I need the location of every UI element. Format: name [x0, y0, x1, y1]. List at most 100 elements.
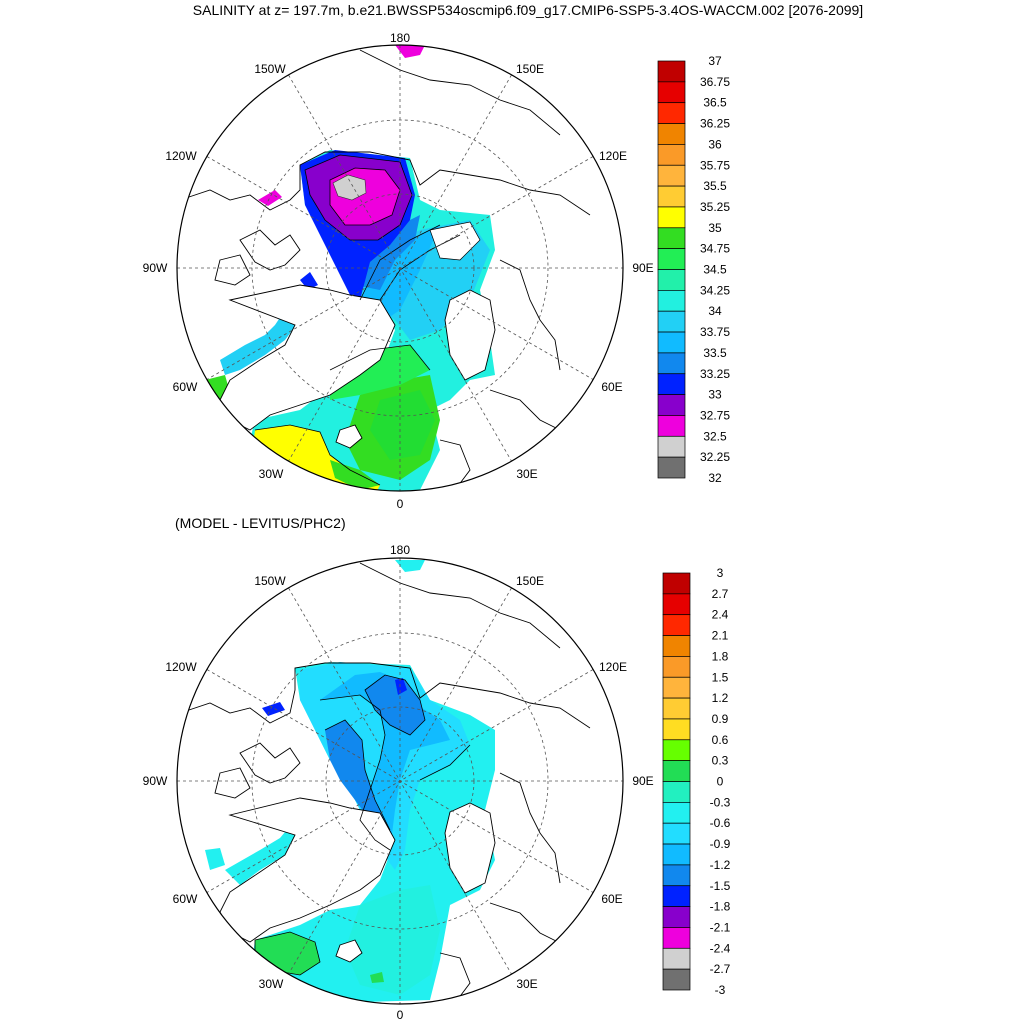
difference-colorbar-swatch	[662, 718, 691, 741]
salinity-colorbar-label: 36.5	[703, 96, 727, 110]
svg-text:90E: 90E	[632, 261, 653, 275]
difference-colorbar-swatch	[662, 885, 691, 907]
salinity-colorbar-label: 32.25	[700, 450, 730, 464]
difference-colorbar-label: 1.8	[712, 649, 729, 663]
salinity-colorbar-swatch	[657, 227, 686, 250]
difference-title: (MODEL - LEVITUS/PHC2)	[175, 515, 346, 531]
difference-colorbar-label: -2.1	[710, 920, 731, 934]
salinity-colorbar-label: 33	[708, 388, 722, 402]
salinity-colorbar-label: 35.75	[700, 158, 730, 172]
difference-colorbar-label: -1.8	[710, 900, 731, 914]
salinity-colorbar-swatch	[657, 394, 686, 416]
svg-text:90W: 90W	[143, 774, 168, 788]
svg-text:150W: 150W	[254, 574, 286, 588]
difference-colorbar-label: 2.7	[712, 587, 729, 601]
difference-colorbar-swatch	[662, 906, 691, 928]
svg-text:120E: 120E	[599, 149, 627, 163]
difference-colorbar-label: 0.9	[712, 712, 729, 726]
salinity-colorbar-swatch	[657, 373, 686, 395]
salinity-colorbar-label: 32.5	[703, 429, 727, 443]
salinity-colorbar-label: 33.75	[700, 325, 730, 339]
difference-colorbar-label: 0.3	[712, 754, 729, 768]
salinity-colorbar-label: 33.5	[703, 346, 727, 360]
svg-text:150E: 150E	[516, 62, 544, 76]
difference-colorbar-swatch	[662, 801, 691, 824]
salinity-colorbar-swatch	[657, 206, 686, 229]
svg-text:120E: 120E	[599, 660, 627, 674]
difference-longitude-labels: 180 0 150W 150E 120W 120E 90W 90E 60W 60…	[143, 543, 654, 1022]
salinity-colorbar-swatch	[657, 456, 686, 479]
difference-graticule	[177, 558, 623, 1004]
salinity-colorbar-label: 35.5	[703, 179, 727, 193]
salinity-colorbar-swatch	[657, 290, 686, 312]
difference-colorbar-swatch	[662, 572, 691, 595]
difference-colorbar-swatch	[662, 697, 691, 720]
svg-text:120W: 120W	[165, 660, 197, 674]
salinity-colorbar-swatch	[657, 123, 686, 145]
salinity-colorbar-swatch	[657, 185, 686, 208]
salinity-colorbar-label: 32	[708, 471, 722, 485]
difference-colorbar-swatch	[662, 822, 691, 845]
svg-text:0: 0	[397, 1008, 404, 1022]
svg-text:60W: 60W	[173, 380, 198, 394]
svg-text:120W: 120W	[165, 149, 197, 163]
svg-text:30W: 30W	[259, 977, 284, 991]
salinity-coastlines	[179, 49, 591, 491]
difference-colorbar-label: 1.2	[712, 691, 729, 705]
difference-colorbar-swatch	[662, 968, 691, 991]
svg-text:30E: 30E	[516, 977, 537, 991]
difference-colorbar-label: 0.6	[712, 733, 729, 747]
main-title: SALINITY at z= 197.7m, b.e21.BWSSP534osc…	[193, 2, 863, 18]
difference-colorbar-label: 0	[717, 775, 724, 789]
difference-field	[205, 560, 496, 1004]
salinity-colorbar-swatch	[657, 248, 686, 270]
salinity-contours	[254, 154, 461, 486]
svg-text:30E: 30E	[516, 467, 537, 481]
difference-colorbar-label: -2.7	[710, 962, 731, 976]
difference-colorbar: 3 2.7 2.4 2.1 1.8 1.5 1.2 0.9 0.6 0.3 0 -0.3 -0.6 -0.…	[662, 566, 731, 997]
svg-text:0: 0	[397, 497, 404, 511]
svg-text:60E: 60E	[601, 892, 622, 906]
salinity-colorbar-swatch	[657, 102, 686, 124]
salinity-colorbar-swatch	[657, 435, 686, 458]
svg-text:60W: 60W	[173, 892, 198, 906]
svg-text:180: 180	[390, 31, 410, 45]
salinity-colorbar-swatch	[657, 164, 686, 187]
svg-text:180: 180	[390, 543, 410, 557]
salinity-colorbar-label: 36.25	[700, 117, 730, 131]
svg-text:90E: 90E	[632, 774, 653, 788]
difference-colorbar-swatch	[662, 635, 691, 657]
salinity-longitude-labels: 180 0 150W 150E 120W 120E 90W 90E 60W 60…	[143, 31, 654, 511]
svg-text:90W: 90W	[143, 261, 168, 275]
difference-colorbar-label: -1.5	[710, 879, 731, 893]
salinity-colorbar-label: 33.25	[700, 367, 730, 381]
salinity-colorbar-swatch	[657, 352, 686, 375]
difference-colorbar-label: -1.2	[710, 858, 731, 872]
salinity-colorbar-swatch	[657, 60, 686, 83]
salinity-colorbar-label: 35.25	[700, 200, 730, 214]
svg-text:30W: 30W	[259, 467, 284, 481]
salinity-colorbar-label: 35	[708, 221, 722, 235]
difference-colorbar-label: 2.4	[712, 608, 729, 622]
salinity-colorbar-label: 37	[708, 54, 722, 68]
salinity-colorbar-label: 36	[708, 137, 722, 151]
difference-colorbar-swatch	[662, 614, 691, 636]
difference-colorbar-swatch	[662, 593, 691, 616]
difference-colorbar-label: 2.1	[712, 629, 729, 643]
difference-colorbar-swatch	[662, 760, 691, 782]
salinity-map: 180 0 150W 150E 120W 120E 90W 90E 60W 60…	[143, 31, 654, 511]
salinity-colorbar-label: 34.75	[700, 242, 730, 256]
difference-colorbar-swatch	[662, 927, 691, 949]
difference-colorbar-label: -0.3	[710, 795, 731, 809]
salinity-colorbar-swatch	[657, 269, 686, 291]
salinity-colorbar-swatch	[657, 415, 686, 437]
salinity-colorbar-swatch	[657, 81, 686, 104]
difference-colorbar-label: -0.9	[710, 837, 731, 851]
difference-colorbar-swatch	[662, 656, 691, 678]
difference-colorbar-label: 1.5	[712, 670, 729, 684]
salinity-colorbar-label: 32.75	[700, 408, 730, 422]
svg-text:150E: 150E	[516, 574, 544, 588]
difference-colorbar-swatch	[662, 676, 691, 699]
difference-colorbar-label: -2.4	[710, 941, 731, 955]
